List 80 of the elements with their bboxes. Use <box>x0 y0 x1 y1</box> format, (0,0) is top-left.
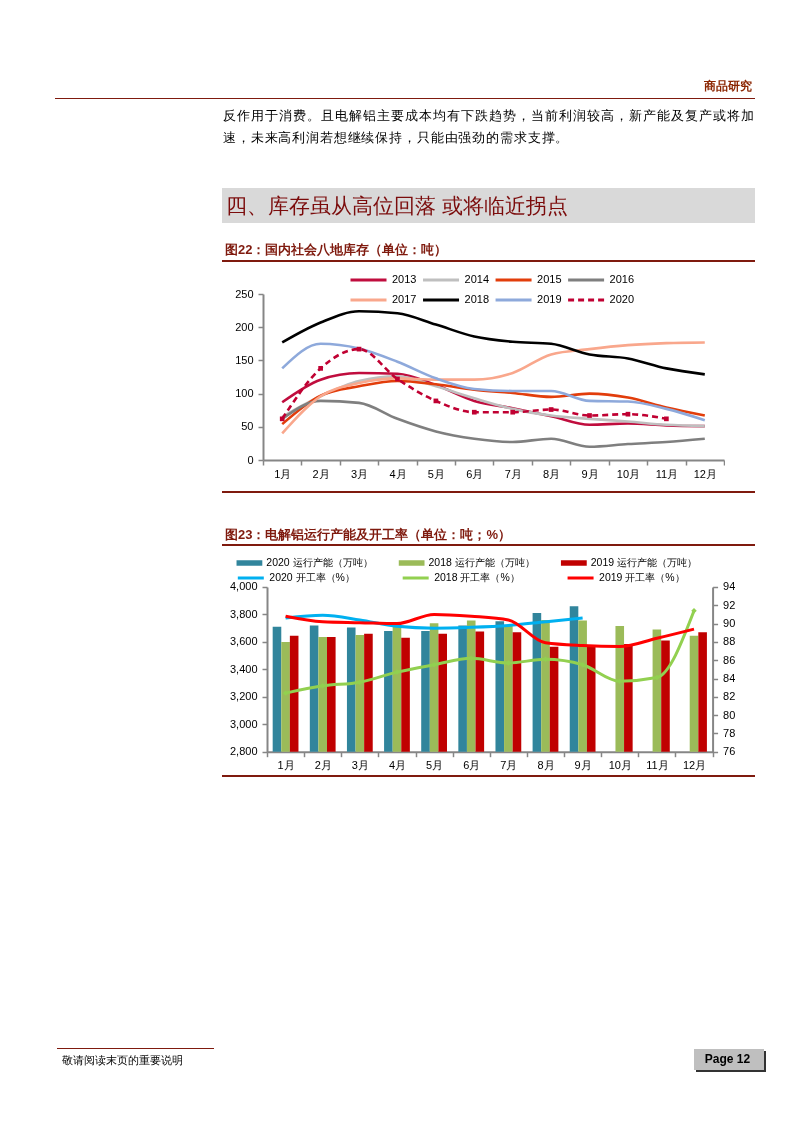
y-tick-label: 3,200 <box>229 690 258 703</box>
x-tick-label: 11月 <box>645 759 669 772</box>
x-tick-label: 7月 <box>499 759 518 772</box>
legend-label: 2018 开工率（%） <box>433 572 520 583</box>
x-tick-label: 2月 <box>314 759 332 772</box>
x-tick-label: 8月 <box>542 467 560 480</box>
legend-label: 2018 运行产能（万吨） <box>428 557 535 568</box>
x-tick-label: 12月 <box>682 759 706 772</box>
y-tick-label: 100 <box>234 387 254 400</box>
x-tick-label: 9月 <box>574 759 592 772</box>
line-series <box>280 309 706 376</box>
point <box>586 413 592 418</box>
x-tick-label: 4月 <box>389 467 407 480</box>
y-tick-label: 150 <box>234 353 254 366</box>
y-tick-label: 0 <box>247 453 254 466</box>
legend-label: 2013 <box>391 273 417 285</box>
chart-title: 图23：电解铝运行产能及开工率（单位：吨；%） <box>225 527 512 543</box>
chart-title: 图22：国内社会八地库存（单位：吨） <box>225 242 448 258</box>
x-tick-label: 10月 <box>608 759 632 772</box>
y-tick-label: 3,400 <box>229 662 258 675</box>
legend-label: 2020 开工率（%） <box>269 572 355 583</box>
legend-label: 2018 <box>464 293 489 305</box>
text: 敬请阅读末页的重要说明 <box>62 1053 183 1067</box>
x-tick-label: 2月 <box>312 467 330 480</box>
y2-tick-label: 84 <box>722 671 735 684</box>
x-tick-label: 11月 <box>655 467 678 480</box>
x-tick-label: 7月 <box>504 467 522 480</box>
y2-tick-label: 88 <box>722 635 735 648</box>
point <box>317 366 323 371</box>
point <box>510 409 515 415</box>
text: Page 12 <box>704 1051 751 1068</box>
point <box>394 376 400 382</box>
legend-label: 2017 <box>391 293 417 305</box>
text: 反作用于消费。且电解铝主要成本均有下跌趋势，当前利润较高，新产能及复产或将加速，未来高利润若想继续保持，只能由强劲的需求支撑。 <box>223 107 755 147</box>
x-tick-label: 10月 <box>616 467 640 480</box>
y2-tick-label: 86 <box>722 653 735 666</box>
point <box>548 407 554 412</box>
legend-label: 2020 <box>609 293 634 305</box>
y-tick-label: 50 <box>240 420 254 433</box>
x-tick-label: 6月 <box>462 759 480 772</box>
y2-tick-label: 76 <box>722 745 735 758</box>
text: 四、库存虽从高位回落 或将临近拐点 <box>226 193 568 219</box>
x-tick-label: 1月 <box>277 759 295 772</box>
x-tick-label: 5月 <box>425 759 443 772</box>
x-tick-label: 8月 <box>537 759 555 772</box>
legend-label: 2015 <box>536 273 562 285</box>
point <box>279 416 285 422</box>
x-tick-label: 12月 <box>693 467 717 480</box>
legend-label: 2020 运行产能（万吨） <box>266 557 373 568</box>
y2-tick-label: 90 <box>722 617 735 630</box>
point <box>282 690 288 696</box>
y-tick-label: 3,600 <box>229 635 258 648</box>
y2-tick-label: 78 <box>722 726 735 739</box>
point <box>471 409 477 415</box>
x-tick-label: 1月 <box>273 467 291 480</box>
x-tick-label: 3月 <box>351 759 369 772</box>
y2-tick-label: 82 <box>722 690 735 703</box>
y-tick-label: 4,000 <box>229 580 258 593</box>
legend-label: 2019 <box>536 293 562 305</box>
point <box>663 416 669 422</box>
x-tick-label: 3月 <box>350 467 368 480</box>
y2-tick-label: 94 <box>722 580 735 593</box>
y2-tick-label: 92 <box>722 598 735 611</box>
line-series <box>283 612 696 648</box>
legend-label: 2019 开工率（%） <box>598 572 685 583</box>
legend-label: 2019 运行产能（万吨） <box>590 557 697 568</box>
point <box>625 411 630 417</box>
legend-label: 2014 <box>464 273 489 285</box>
y-tick-label: 2,800 <box>229 745 258 758</box>
text: 商品研究 <box>704 79 752 94</box>
y-tick-label: 200 <box>234 320 254 333</box>
y2-tick-label: 80 <box>722 708 735 721</box>
y-tick-label: 250 <box>234 287 254 300</box>
x-tick-label: 9月 <box>581 467 599 480</box>
x-tick-label: 4月 <box>388 759 406 772</box>
legend-label: 2016 <box>609 273 634 285</box>
y-tick-label: 3,000 <box>229 717 258 730</box>
x-tick-label: 5月 <box>427 467 445 480</box>
x-tick-label: 6月 <box>465 467 484 480</box>
y-tick-label: 3,800 <box>229 607 258 620</box>
